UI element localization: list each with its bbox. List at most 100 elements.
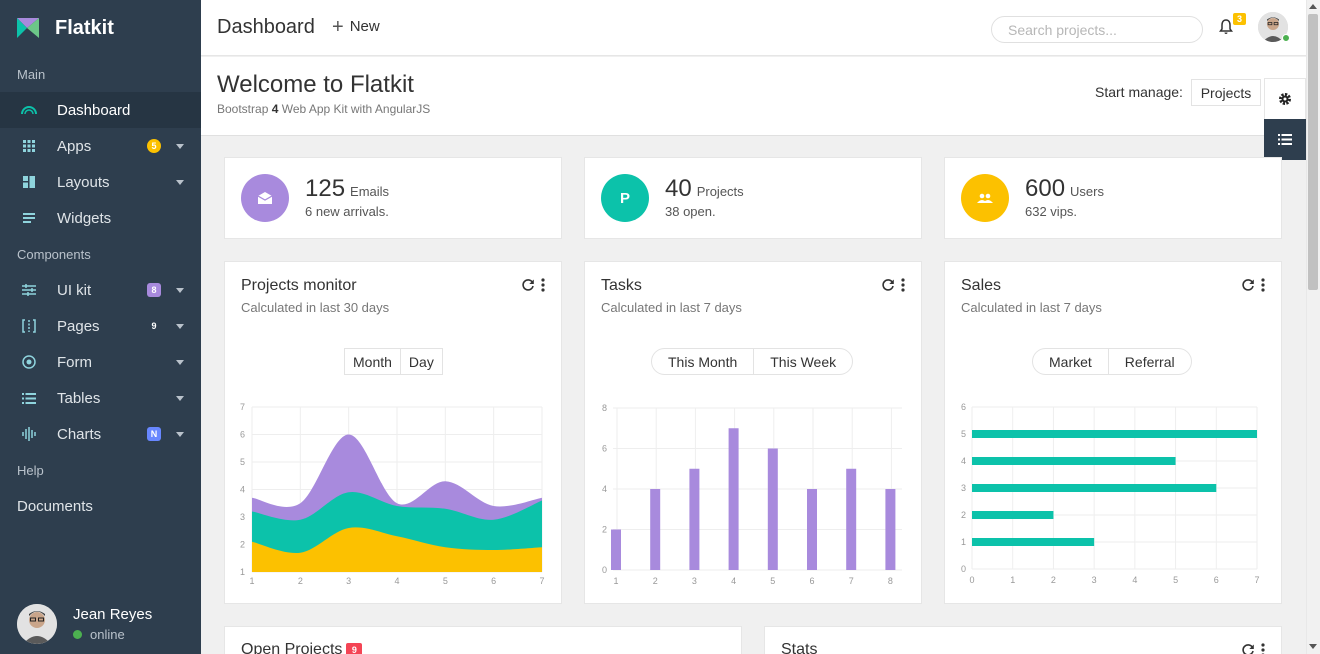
y-tick-label: 7 bbox=[240, 402, 245, 412]
bell-icon[interactable] bbox=[1219, 19, 1233, 35]
scroll-up-icon[interactable] bbox=[1309, 4, 1317, 9]
x-tick-label: 1 bbox=[613, 576, 618, 586]
more-vertical-icon[interactable] bbox=[1261, 643, 1265, 654]
x-tick-label: 5 bbox=[1173, 575, 1178, 585]
stat-value: 125 bbox=[305, 175, 345, 202]
online-dot-icon bbox=[1282, 34, 1290, 42]
stat-card-users[interactable]: 600 Users 632 vips. bbox=[944, 157, 1282, 239]
ui-kit-badge: 8 bbox=[147, 283, 161, 297]
sidebar-item-label: Form bbox=[57, 354, 92, 371]
scrollbar-thumb[interactable] bbox=[1308, 14, 1318, 290]
equalizer-icon bbox=[20, 425, 38, 443]
bar bbox=[972, 430, 1257, 438]
user-status-label: online bbox=[90, 627, 125, 642]
avatar bbox=[17, 604, 57, 644]
x-tick-label: 3 bbox=[1092, 575, 1097, 585]
sidebar-item-charts[interactable]: Charts N bbox=[0, 416, 201, 452]
stat-card-projects[interactable]: P 40 Projects 38 open. bbox=[584, 157, 922, 239]
bar-chart: 024681 2 3 4 5 6 7 8 bbox=[585, 262, 923, 605]
sidebar: Flatkit Main Dashboard Apps 5 Layouts Wi… bbox=[0, 0, 201, 654]
sidebar-item-form[interactable]: Form bbox=[0, 344, 201, 380]
people-icon bbox=[961, 174, 1009, 222]
stat-label: Projects bbox=[697, 184, 744, 199]
pages-icon bbox=[20, 317, 38, 335]
card-tasks: Tasks Calculated in last 7 days This Mon… bbox=[584, 261, 922, 604]
charts-badge: N bbox=[147, 427, 161, 441]
sidebar-item-label: UI kit bbox=[57, 282, 91, 299]
x-tick-label: 1 bbox=[249, 576, 254, 586]
plus-icon: + bbox=[332, 20, 344, 34]
projects-button[interactable]: Projects bbox=[1191, 79, 1261, 106]
stat-value-row: 125 Emails bbox=[305, 175, 389, 203]
stat-value: 600 bbox=[1025, 175, 1065, 202]
subtitle-pre: Bootstrap bbox=[217, 102, 272, 116]
y-tick-label: 2 bbox=[961, 510, 966, 520]
sidebar-item-apps[interactable]: Apps 5 bbox=[0, 128, 201, 164]
subtitle-post: Web App Kit with AngularJS bbox=[278, 102, 430, 116]
stat-value-row: 600 Users bbox=[1025, 175, 1104, 203]
nav-header-help: Help bbox=[0, 452, 201, 488]
card-projects-monitor: Projects monitor Calculated in last 30 d… bbox=[224, 261, 562, 604]
x-tick-label: 8 bbox=[888, 576, 893, 586]
sidebar-item-ui-kit[interactable]: UI kit 8 bbox=[0, 272, 201, 308]
bar bbox=[807, 489, 817, 570]
user-status: online bbox=[73, 627, 152, 642]
x-tick-label: 0 bbox=[969, 575, 974, 585]
y-tick-label: 0 bbox=[602, 565, 607, 575]
card-title-label: Open Projects bbox=[241, 641, 342, 654]
sidebar-item-widgets[interactable]: Widgets bbox=[0, 200, 201, 236]
new-button[interactable]: + New bbox=[332, 18, 380, 35]
stat-value-row: 40 Projects bbox=[665, 175, 744, 203]
card-open-projects: Open Projects 9 bbox=[224, 626, 742, 654]
nav-header-main: Main bbox=[0, 56, 201, 92]
brand[interactable]: Flatkit bbox=[0, 0, 201, 56]
notification-badge: 3 bbox=[1233, 13, 1246, 25]
y-tick-label: 5 bbox=[240, 457, 245, 467]
stat-label: Emails bbox=[350, 184, 389, 199]
sidebar-item-documents[interactable]: Documents bbox=[0, 488, 201, 524]
bar bbox=[729, 428, 739, 570]
sidebar-item-layouts[interactable]: Layouts bbox=[0, 164, 201, 200]
bar bbox=[972, 538, 1094, 546]
area-chart: 1 2 3 4 5 6 7 1 2 3 4 5 6 7 bbox=[225, 262, 563, 605]
bar bbox=[611, 530, 621, 571]
start-manage-label: Start manage: bbox=[1095, 84, 1183, 100]
settings-button[interactable] bbox=[1264, 78, 1306, 120]
welcome-header: Welcome to Flatkit Bootstrap 4 Web App K… bbox=[201, 57, 1306, 136]
x-tick-label: 2 bbox=[1051, 575, 1056, 585]
x-tick-label: 5 bbox=[443, 576, 448, 586]
nav-header-components: Components bbox=[0, 236, 201, 272]
sidebar-item-tables[interactable]: Tables bbox=[0, 380, 201, 416]
y-tick-label: 0 bbox=[961, 564, 966, 574]
gear-icon bbox=[1278, 92, 1292, 106]
scroll-down-icon[interactable] bbox=[1309, 644, 1317, 649]
y-tick-label: 1 bbox=[240, 567, 245, 577]
sidebar-item-pages[interactable]: Pages 9 bbox=[0, 308, 201, 344]
dashboard-icon bbox=[20, 101, 38, 119]
flatkit-logo-icon bbox=[17, 18, 39, 38]
x-tick-label: 6 bbox=[809, 576, 814, 586]
bar bbox=[972, 484, 1216, 492]
x-tick-label: 5 bbox=[770, 576, 775, 586]
sidebar-user[interactable]: Jean Reyes online bbox=[0, 594, 201, 654]
x-tick-label: 2 bbox=[653, 576, 658, 586]
sidebar-item-label: Pages bbox=[57, 318, 100, 335]
search-input[interactable]: Search projects... bbox=[991, 16, 1203, 43]
chevron-down-icon bbox=[176, 288, 184, 293]
bar bbox=[650, 489, 660, 570]
list-icon bbox=[1278, 134, 1292, 145]
y-tick-label: 2 bbox=[240, 540, 245, 550]
x-tick-label: 6 bbox=[491, 576, 496, 586]
stat-sub: 38 open. bbox=[665, 204, 716, 219]
stat-card-emails[interactable]: 125 Emails 6 new arrivals. bbox=[224, 157, 562, 239]
apps-badge: 5 bbox=[147, 139, 161, 153]
stat-value: 40 bbox=[665, 175, 692, 202]
sidebar-item-label: Tables bbox=[57, 390, 100, 407]
list-icon bbox=[20, 389, 38, 407]
card-title: Open Projects 9 bbox=[241, 641, 362, 654]
list-view-button[interactable] bbox=[1264, 119, 1306, 160]
refresh-icon[interactable] bbox=[1241, 643, 1255, 654]
chevron-down-icon bbox=[176, 360, 184, 365]
new-label: New bbox=[350, 18, 380, 35]
sidebar-item-dashboard[interactable]: Dashboard bbox=[0, 92, 201, 128]
